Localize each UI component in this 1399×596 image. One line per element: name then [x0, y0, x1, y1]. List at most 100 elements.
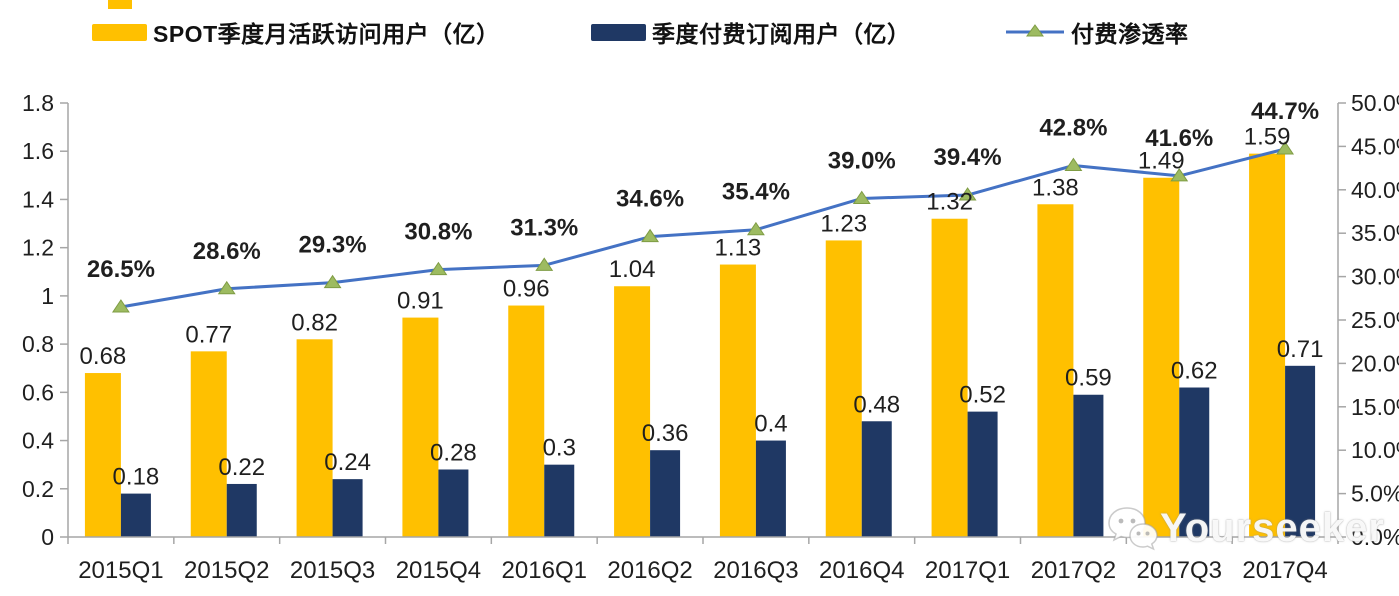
left-axis-tick-label: 0.8: [22, 331, 54, 357]
x-axis-category-label: 2015Q4: [396, 557, 481, 584]
penetration-marker: [852, 190, 871, 204]
bar-mau: [931, 218, 968, 537]
bar-mau: [614, 286, 651, 537]
left-axis-tick-label: 1.2: [22, 235, 54, 261]
penetration-percent-label: 39.0%: [828, 147, 896, 174]
penetration-percent-label: 39.4%: [934, 144, 1002, 171]
right-axis-tick-label: 25.0%: [1351, 307, 1399, 333]
bar-subscribers: [650, 450, 681, 537]
legend-label-penetration: 付费渗透率: [1071, 21, 1189, 47]
penetration-marker: [535, 257, 554, 271]
x-axis-category-label: 2016Q4: [819, 557, 904, 584]
right-axis-tick-label: 50.0%: [1351, 90, 1399, 116]
penetration-marker: [1064, 157, 1083, 171]
left-axis-tick-label: 0.4: [22, 428, 54, 454]
x-axis-category-label: 2015Q1: [78, 557, 163, 584]
x-axis-category-label: 2017Q3: [1137, 557, 1222, 584]
x-axis-category-label: 2017Q4: [1242, 557, 1327, 584]
left-axis-tick-label: 0.2: [22, 476, 54, 502]
mau-value-label: 1.13: [715, 235, 762, 262]
right-axis-tick-label: 20.0%: [1351, 350, 1399, 376]
subscribers-value-label: 0.36: [642, 420, 689, 447]
mau-value-label: 1.32: [926, 189, 973, 216]
left-axis-tick-label: 0: [41, 524, 54, 550]
bar-mau: [1143, 177, 1180, 537]
penetration-marker: [958, 187, 977, 201]
penetration-marker: [746, 221, 765, 236]
mau-value-label: 1.38: [1032, 174, 1079, 201]
mau-value-label: 1.59: [1244, 124, 1291, 151]
legend-item-subs: 季度付费订阅用户（亿）: [591, 10, 911, 54]
right-axis-tick-label: 15.0%: [1351, 394, 1399, 420]
subscribers-value-label: 0.52: [959, 382, 1006, 409]
penetration-marker: [1170, 168, 1189, 182]
x-axis-category-label: 2016Q3: [713, 557, 798, 584]
penetration-legend-sample: [1006, 24, 1064, 37]
subscribers-value-label: 0.24: [324, 449, 371, 476]
cropped-bar-fragment: [108, 0, 132, 9]
penetration-percent-label: 34.6%: [616, 186, 684, 213]
penetration-percent-label: 44.7%: [1251, 98, 1319, 125]
bar-mau: [296, 339, 333, 537]
subscribers-value-label: 0.59: [1065, 365, 1112, 392]
x-axis-category-label: 2015Q2: [184, 557, 269, 584]
mau-value-label: 0.96: [503, 276, 550, 303]
right-axis-tick-label: 30.0%: [1351, 264, 1399, 290]
right-axis-tick-label: 35.0%: [1351, 220, 1399, 246]
bar-mau: [402, 317, 439, 537]
mau-legend-swatch: [92, 23, 147, 41]
subs-legend-swatch: [591, 23, 646, 41]
legend-item-penetration: 付费渗透率: [1005, 10, 1189, 54]
penetration-percent-label: 29.3%: [299, 232, 367, 259]
penetration-marker: [217, 280, 236, 295]
penetration-marker: [111, 299, 130, 313]
penetration-percent-label: 42.8%: [1039, 114, 1107, 141]
penetration-percent-label: 35.4%: [722, 179, 790, 206]
right-axis-tick-label: 40.0%: [1351, 177, 1399, 203]
legend-label-mau: SPOT季度月活跃访问用户（亿）: [153, 21, 500, 47]
bar-subscribers: [438, 469, 469, 537]
subscribers-value-label: 0.71: [1277, 336, 1324, 363]
subscribers-value-label: 0.28: [430, 439, 477, 466]
mau-value-label: 1.04: [609, 256, 656, 283]
mau-value-label: 0.82: [291, 309, 338, 336]
bar-subscribers: [1285, 365, 1316, 537]
mau-value-label: 1.23: [820, 210, 867, 237]
bar-mau: [719, 264, 756, 537]
subscribers-value-label: 0.18: [113, 464, 160, 491]
penetration-percent-label: 28.6%: [193, 238, 261, 265]
penetration-percent-label: 31.3%: [510, 214, 578, 241]
subscribers-value-label: 0.48: [853, 391, 900, 418]
bar-subscribers: [544, 464, 575, 537]
bar-mau: [190, 351, 227, 537]
mau-value-label: 0.91: [397, 288, 444, 315]
bar-mau: [825, 240, 862, 537]
subscribers-value-label: 0.3: [543, 435, 576, 462]
right-axis-tick-label: 45.0%: [1351, 133, 1399, 159]
x-axis-category-label: 2017Q2: [1031, 557, 1116, 584]
legend-item-mau: SPOT季度月活跃访问用户（亿）: [92, 10, 500, 54]
bar-mau: [1249, 153, 1286, 537]
penetration-marker: [1276, 141, 1295, 155]
penetration-marker: [641, 228, 660, 243]
bar-mau: [1037, 204, 1074, 537]
penetration-percent-label: 26.5%: [87, 256, 155, 283]
mau-value-label: 1.49: [1138, 148, 1185, 175]
left-axis-tick-label: 0.6: [22, 379, 54, 405]
penetration-line: [120, 147, 1286, 309]
mau-value-label: 0.68: [80, 343, 127, 370]
mau-value-label: 0.77: [185, 321, 232, 348]
bar-subscribers: [1073, 394, 1104, 537]
subscribers-value-label: 0.62: [1171, 358, 1218, 385]
penetration-marker: [323, 274, 342, 289]
bar-subscribers: [1179, 387, 1210, 537]
penetration-marker: [429, 261, 448, 276]
right-axis-tick-label: 10.0%: [1351, 437, 1399, 463]
bar-mau: [508, 305, 545, 537]
left-axis-tick-label: 1.8: [22, 90, 54, 116]
bar-subscribers: [226, 483, 257, 537]
penetration-percent-label: 30.8%: [404, 219, 472, 246]
left-axis-tick-label: 1.6: [22, 138, 54, 164]
